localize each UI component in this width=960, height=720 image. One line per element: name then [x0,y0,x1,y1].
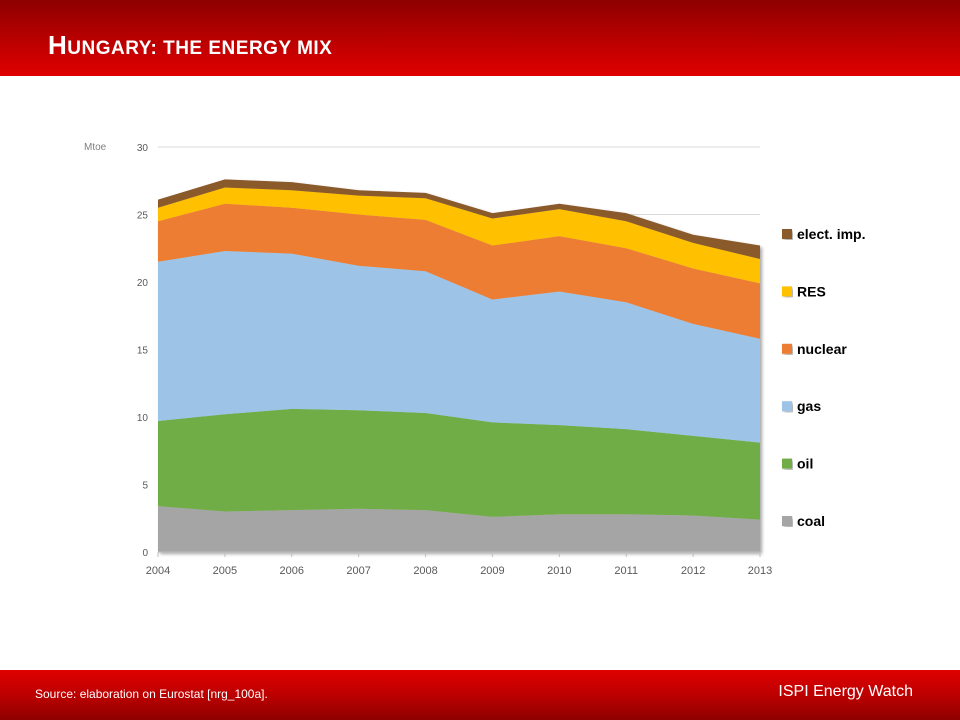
area-elect-imp- [158,179,760,260]
legend-label: gas [797,398,821,414]
area-gas [158,250,760,443]
area-series-group [158,179,760,552]
x-tick-label: 2012 [681,565,705,577]
legend-label: coal [797,513,825,529]
legend-label: elect. imp. [797,226,865,242]
y-tick-label: 20 [137,278,149,289]
x-tick-label: 2009 [480,565,504,577]
source-note: Source: elaboration on Eurostat [nrg_100… [35,687,268,701]
legend-swatch [782,343,792,354]
y-tick-label: 10 [137,413,149,424]
legend-label: RES [797,283,826,299]
header-bar: Hungary: the energy mix [0,0,960,76]
y-tick-label: 5 [142,481,148,492]
y-axis-label: Mtoe [84,142,107,153]
area-oil [158,408,760,520]
x-tick-label: 2008 [413,565,437,577]
x-tick-label: 2004 [146,565,170,577]
footer-bar: Source: elaboration on Eurostat [nrg_100… [0,670,960,720]
legend-swatch [782,229,792,239]
x-tick-label: 2011 [614,565,638,577]
page-title: Hungary: the energy mix [48,30,333,60]
legend-swatch [782,401,792,412]
area-coal [158,506,760,552]
area-nuclear [158,203,760,339]
x-tick-label: 2010 [547,565,571,577]
legend-label: oil [797,456,813,472]
area-res [158,187,760,284]
x-tick-label: 2013 [748,565,772,577]
legend-swatch [782,286,792,297]
y-tick-label: 30 [137,143,149,154]
legend-swatch [782,458,792,469]
chart-area: 0 5 10 15 20 25 30 Mtoe 2004 2005 2006 2007 2008 2009… [0,76,960,670]
x-tick-label: 2007 [346,565,370,577]
y-tick-label: 15 [137,346,149,357]
y-tick-label: 25 [137,211,149,222]
x-tick-label: 2006 [280,565,304,577]
legend-swatch [782,516,792,526]
y-tick-label: 0 [142,548,148,559]
legend-label: nuclear [797,341,847,357]
brand-label: ISPI Energy Watch [778,683,913,700]
energy-mix-chart: 0 5 10 15 20 25 30 Mtoe 2004 2005 2006 2007 2008 2009… [84,142,865,577]
x-tick-label: 2005 [213,565,237,577]
